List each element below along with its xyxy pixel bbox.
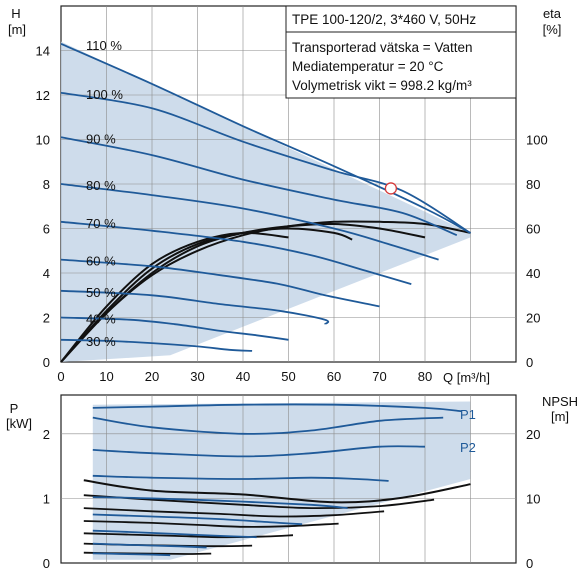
power-curve-30	[92, 552, 171, 557]
chart-title: TPE 100-120/2, 3*460 V, 50Hz	[292, 12, 476, 27]
head-curve-50	[60, 289, 330, 326]
q-axis-ticks: 0 10 20 30 40 50 60 70 80	[57, 369, 432, 384]
y-tick-label: 12	[36, 88, 50, 103]
npsh-curve	[83, 507, 385, 518]
npsh-curve	[83, 520, 339, 528]
y2-tick-label: 0	[526, 355, 533, 370]
x-tick-label: 70	[372, 369, 386, 384]
x-tick-label: 40	[236, 369, 250, 384]
x-tick-label: 50	[281, 369, 295, 384]
y-tick-label: 4	[43, 266, 50, 281]
power-curve-80	[92, 474, 389, 482]
p1-series-label: P1	[460, 407, 476, 422]
y-tick-label: 8	[43, 177, 50, 192]
p-tick-label: 2	[43, 427, 50, 442]
speed-label: 40 %	[86, 312, 116, 327]
speed-label: 90 %	[86, 131, 116, 146]
npsh-curves	[83, 479, 471, 555]
y-tick-label: 10	[36, 133, 50, 148]
p-axis-label: P	[10, 401, 19, 416]
eta-axis-unit: [%]	[543, 22, 562, 37]
power-curve-90	[92, 445, 426, 458]
y2-tick-label: 20	[526, 311, 540, 326]
eta-axis-ticks: 0 20 40 60 80 100	[526, 133, 548, 371]
speed-label: 50 %	[86, 285, 116, 300]
h-axis-unit: [m]	[8, 22, 26, 37]
p-axis-ticks: 0 1 2	[43, 427, 50, 571]
efficiency-curves	[60, 220, 471, 363]
speed-label: 70 %	[86, 216, 116, 231]
y-tick-label: 14	[36, 44, 50, 59]
speed-label: 110 %	[86, 38, 122, 53]
y2-tick-label: 100	[526, 133, 548, 148]
speed-label: 60 %	[86, 254, 116, 269]
y2-tick-label: 40	[526, 266, 540, 281]
p-tick-label: 0	[43, 556, 50, 571]
power-curve-110	[92, 403, 462, 413]
speed-labels: 110 % 100 % 90 % 80 % 70 % 60 % 50 % 40 % 30 %	[86, 38, 123, 349]
y-tick-label: 6	[43, 222, 50, 237]
x-tick-label: 30	[190, 369, 204, 384]
npsh-axis-unit: [m]	[551, 409, 569, 424]
head-operating-region	[61, 41, 471, 362]
x-tick-label: 20	[145, 369, 159, 384]
duty-point-marker	[384, 182, 398, 195]
legend-info-box	[285, 31, 517, 99]
legend-density: Volymetrisk vikt = 998.2 kg/m³	[292, 78, 472, 93]
y2-tick-label: 60	[526, 222, 540, 237]
y-tick-label: 0	[43, 355, 50, 370]
eta-axis-label: eta	[543, 6, 562, 21]
x-tick-label: 10	[99, 369, 113, 384]
speed-label: 30 %	[86, 334, 116, 349]
p-tick-label: 1	[43, 491, 50, 506]
npsh-curve	[83, 479, 471, 504]
x-tick-label: 80	[418, 369, 432, 384]
power-curve-60	[92, 513, 303, 526]
head-curve-80	[60, 183, 439, 261]
operating-region	[92, 401, 471, 560]
head-curve-70	[60, 220, 412, 285]
head-curve-40	[60, 316, 289, 341]
efficiency-curve-40	[60, 231, 289, 363]
head-curve-90	[60, 136, 458, 237]
p-axis-unit: [kW]	[6, 416, 32, 431]
legend-title-box	[285, 5, 517, 33]
h-axis-label: H	[11, 6, 20, 21]
legend-temperature: Mediatemperatur = 20 °C	[292, 59, 444, 74]
p2-series-label: P2	[460, 440, 476, 455]
q-axis-label: Q [m³/h]	[443, 370, 490, 385]
npsh-tick-label: 10	[526, 491, 540, 506]
head-curve-110	[60, 42, 471, 234]
npsh-axis-ticks: 0 10 20	[526, 427, 540, 571]
npsh-axis-label: NPSH	[542, 394, 578, 409]
npsh-curve	[83, 494, 435, 510]
power-curve-50	[92, 529, 257, 539]
power-curve-40	[92, 542, 207, 549]
head-curve-30	[60, 338, 253, 352]
h-axis-ticks: 0 2 4 6 8 10 12 14	[36, 44, 50, 371]
head-curve-60	[60, 258, 380, 308]
x-tick-label: 0	[57, 369, 64, 384]
speed-label: 100 %	[86, 87, 123, 102]
legend-box: TPE 100-120/2, 3*460 V, 50Hz Transporter…	[285, 5, 517, 99]
y-tick-label: 2	[43, 311, 50, 326]
x-tick-label: 60	[327, 369, 341, 384]
power-curves	[92, 403, 462, 557]
npsh-tick-label: 20	[526, 427, 540, 442]
head-curves	[60, 42, 471, 352]
power-chart: 0 1 2 0 10 20 P [kW] NPSH [m] P1 P2	[6, 394, 578, 571]
power-curve-70	[92, 496, 348, 509]
npsh-curve	[83, 532, 294, 539]
speed-label: 80 %	[86, 178, 116, 193]
operating-region	[61, 41, 471, 362]
legend-fluid: Transporterad vätska = Vatten	[292, 40, 472, 55]
power-curve-100	[92, 416, 444, 435]
head-chart: 0 10 20 30 40 50 60 70 80 0 2 4 6 8 10 12 14 0 20 40 60 80 1…	[8, 5, 562, 385]
npsh-tick-label: 0	[526, 556, 533, 571]
y2-tick-label: 80	[526, 177, 540, 192]
head-curve-100	[60, 91, 471, 234]
power-operating-region	[92, 401, 471, 560]
